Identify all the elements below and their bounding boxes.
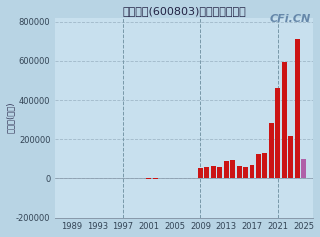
Bar — [275, 88, 280, 178]
Bar — [256, 155, 261, 178]
Bar — [269, 123, 274, 178]
Bar — [250, 165, 254, 178]
Title: 新奥股份(600803)净利润（万元）: 新奥股份(600803)净利润（万元） — [123, 5, 246, 16]
Text: CFi.CN: CFi.CN — [269, 14, 310, 24]
Bar — [282, 62, 287, 178]
Bar — [153, 178, 158, 179]
Bar — [295, 39, 300, 178]
Y-axis label: 净利润(万元): 净利润(万元) — [5, 102, 14, 133]
Bar — [146, 178, 151, 179]
Bar — [217, 167, 222, 178]
Bar — [301, 159, 306, 178]
Bar — [198, 168, 203, 178]
Bar — [288, 136, 293, 178]
Bar — [211, 166, 216, 178]
Bar — [224, 161, 228, 178]
Bar — [230, 160, 235, 178]
Bar — [204, 167, 209, 178]
Bar — [262, 153, 267, 178]
Bar — [243, 167, 248, 178]
Bar — [237, 166, 242, 178]
